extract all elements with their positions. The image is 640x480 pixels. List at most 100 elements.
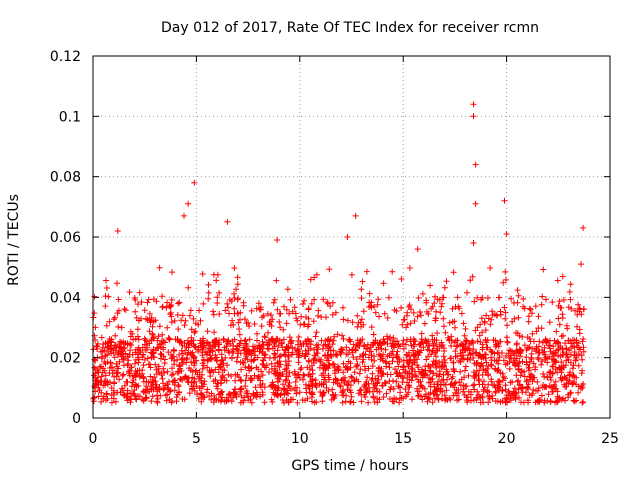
data-point — [148, 354, 155, 361]
data-point — [213, 277, 220, 284]
data-point — [291, 304, 298, 311]
data-point — [235, 348, 242, 354]
data-point — [323, 384, 330, 391]
data-point — [268, 396, 275, 403]
data-point — [216, 289, 223, 296]
data-point — [101, 367, 108, 374]
data-point — [281, 351, 287, 358]
data-point — [374, 395, 381, 402]
data-point — [375, 367, 382, 374]
data-point — [402, 341, 409, 348]
data-point — [393, 351, 400, 358]
data-point — [155, 365, 162, 372]
data-point — [280, 336, 287, 343]
data-point — [234, 310, 241, 317]
data-point — [257, 377, 264, 384]
data-point — [418, 336, 425, 343]
data-point — [535, 385, 542, 392]
data-point — [370, 331, 377, 338]
data-point — [379, 382, 386, 389]
data-point — [102, 303, 109, 310]
data-point — [547, 377, 554, 383]
data-point — [107, 359, 114, 366]
data-point — [108, 385, 115, 391]
data-point — [274, 237, 281, 243]
data-point — [248, 399, 255, 406]
data-point — [473, 367, 480, 374]
data-point — [124, 387, 131, 394]
data-point — [175, 326, 182, 333]
data-point — [425, 353, 432, 360]
data-point — [434, 392, 441, 399]
data-point — [554, 388, 561, 395]
data-point — [340, 369, 347, 376]
data-point — [504, 360, 511, 367]
data-point — [353, 363, 360, 370]
data-point — [441, 284, 448, 291]
data-point — [160, 338, 167, 345]
data-point — [440, 353, 447, 360]
data-point — [569, 365, 576, 372]
data-point — [128, 390, 135, 397]
data-point — [452, 389, 459, 396]
data-point — [528, 354, 535, 361]
data-point — [325, 363, 332, 369]
data-point — [575, 301, 582, 308]
data-point — [348, 393, 355, 400]
data-point — [468, 389, 474, 395]
data-point — [543, 338, 550, 345]
data-point — [580, 306, 587, 313]
data-point — [500, 357, 507, 364]
data-point — [357, 366, 364, 373]
data-point — [111, 314, 118, 321]
data-point — [305, 321, 312, 328]
data-point — [165, 335, 172, 341]
data-point — [539, 293, 546, 300]
data-point — [195, 321, 202, 328]
data-point — [572, 307, 579, 314]
data-point — [355, 378, 362, 385]
data-point — [503, 276, 509, 283]
data-point — [364, 386, 371, 393]
data-point — [172, 377, 178, 384]
data-point — [171, 317, 178, 324]
data-point — [158, 372, 165, 378]
data-point — [290, 396, 296, 403]
data-point — [314, 350, 321, 357]
data-point — [348, 373, 355, 380]
data-point — [365, 365, 372, 372]
data-point — [103, 277, 109, 284]
data-point — [481, 384, 488, 391]
data-point — [211, 395, 218, 402]
data-point — [332, 309, 339, 316]
data-point — [440, 323, 447, 330]
data-point — [532, 399, 539, 406]
data-point — [339, 332, 346, 339]
data-point — [301, 297, 308, 304]
data-point — [404, 336, 410, 343]
data-point — [527, 376, 534, 383]
data-point — [133, 314, 140, 321]
data-point — [229, 317, 236, 324]
data-point — [151, 335, 157, 342]
data-point — [443, 278, 450, 285]
data-point — [470, 382, 477, 389]
data-point — [191, 179, 198, 186]
data-point — [316, 356, 322, 363]
data-point — [352, 346, 359, 353]
data-point — [93, 343, 100, 350]
data-point — [100, 393, 107, 400]
data-point — [398, 394, 405, 401]
data-point — [560, 296, 567, 303]
data-point — [372, 340, 378, 347]
data-point — [337, 383, 344, 390]
data-point — [228, 354, 235, 361]
data-point — [282, 378, 289, 384]
data-point — [255, 366, 262, 373]
data-point — [200, 300, 207, 307]
data-point — [325, 347, 332, 354]
data-point — [125, 357, 132, 364]
data-point — [404, 309, 411, 316]
data-point — [463, 394, 470, 401]
